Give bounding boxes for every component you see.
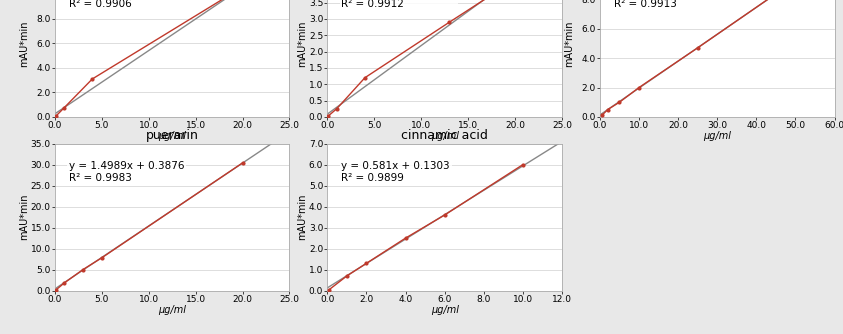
X-axis label: μg/ml: μg/ml — [158, 305, 186, 315]
Title: puerarin: puerarin — [146, 130, 199, 143]
Text: y = 0.5164x + 0.2485
R² = 0.9906: y = 0.5164x + 0.2485 R² = 0.9906 — [69, 0, 185, 9]
Text: y = 0.183x + 0.1346
R² = 0.9913: y = 0.183x + 0.1346 R² = 0.9913 — [614, 0, 722, 9]
X-axis label: μg/ml: μg/ml — [431, 132, 459, 142]
X-axis label: μg/ml: μg/ml — [703, 132, 731, 142]
Y-axis label: mAU*min: mAU*min — [298, 194, 308, 240]
X-axis label: μg/ml: μg/ml — [431, 305, 459, 315]
Y-axis label: mAU*min: mAU*min — [564, 20, 574, 67]
Text: y = 0.581x + 0.1303
R² = 0.9899: y = 0.581x + 0.1303 R² = 0.9899 — [341, 161, 450, 183]
Title: cinnamic acid: cinnamic acid — [401, 130, 488, 143]
Text: y = 0.2099x + 0.0863
R² = 0.9912: y = 0.2099x + 0.0863 R² = 0.9912 — [341, 0, 457, 9]
Y-axis label: mAU*min: mAU*min — [19, 20, 30, 67]
X-axis label: μg/ml: μg/ml — [158, 132, 186, 142]
Y-axis label: mAU*min: mAU*min — [19, 194, 30, 240]
Text: y = 1.4989x + 0.3876
R² = 0.9983: y = 1.4989x + 0.3876 R² = 0.9983 — [69, 161, 185, 183]
Y-axis label: mAU*min: mAU*min — [298, 20, 308, 67]
